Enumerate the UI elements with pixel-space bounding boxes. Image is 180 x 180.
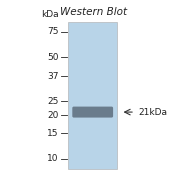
Text: 15: 15 [47,129,58,138]
Text: Western Blot: Western Blot [60,7,127,17]
Text: 10: 10 [47,154,58,163]
Text: 37: 37 [47,72,58,81]
Text: 50: 50 [47,53,58,62]
Text: 21kDa: 21kDa [139,108,168,117]
Text: kDa: kDa [41,10,58,19]
Text: 75: 75 [47,27,58,36]
Text: 20: 20 [47,111,58,120]
Text: 25: 25 [47,97,58,106]
Bar [68,22,117,169]
FancyBboxPatch shape [72,107,113,118]
